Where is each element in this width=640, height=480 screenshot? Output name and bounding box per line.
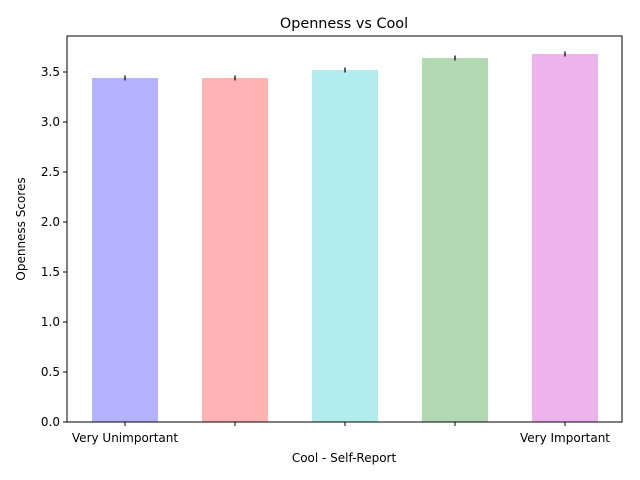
x-axis: Very Unimportant Very Important xyxy=(72,422,610,445)
x-tick-label-4: Very Important xyxy=(520,431,610,445)
y-tick-label-3: 1.5 xyxy=(41,265,60,279)
bar-3 xyxy=(422,58,488,422)
x-axis-label: Cool - Self-Report xyxy=(292,451,397,465)
y-tick-label-7: 3.5 xyxy=(41,65,60,79)
bar-1 xyxy=(202,78,268,422)
y-tick-label-0: 0.0 xyxy=(41,415,60,429)
y-tick-label-4: 2.0 xyxy=(41,215,60,229)
chart-title: Openness vs Cool xyxy=(280,16,408,32)
plot-frame xyxy=(66,35,623,423)
error-bars-layer xyxy=(124,51,566,81)
y-tick-label-5: 2.5 xyxy=(41,165,60,179)
bar-4 xyxy=(532,54,598,422)
bar-2 xyxy=(312,70,378,422)
y-axis: 0.0 0.5 1.0 1.5 2.0 2.5 3.0 3.5 xyxy=(41,65,67,429)
y-axis-label: Openness Scores xyxy=(14,177,28,280)
bars-layer xyxy=(92,54,598,422)
y-tick-label-2: 1.0 xyxy=(41,315,60,329)
y-tick-label-6: 3.0 xyxy=(41,115,60,129)
x-tick-label-0: Very Unimportant xyxy=(72,431,178,445)
y-tick-label-1: 0.5 xyxy=(41,365,60,379)
bar-0 xyxy=(92,78,158,422)
